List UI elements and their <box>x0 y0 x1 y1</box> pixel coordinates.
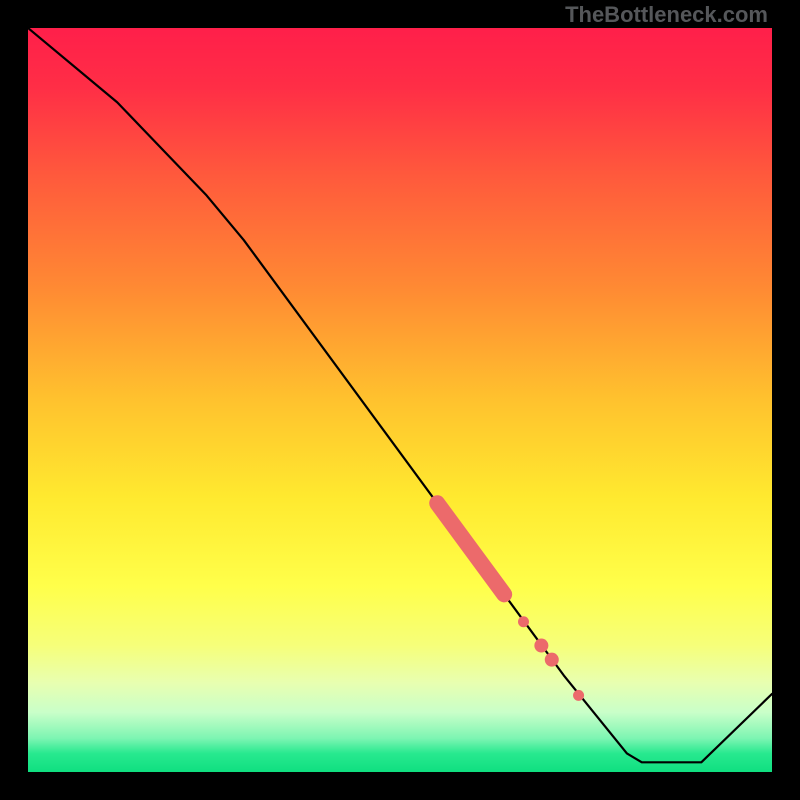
highlight-marker <box>545 653 559 667</box>
highlight-marker <box>534 639 548 653</box>
chart-frame: TheBottleneck.com <box>0 0 800 800</box>
chart-plot-area <box>28 28 772 772</box>
heatmap-gradient <box>28 28 772 772</box>
chart-svg <box>28 28 772 772</box>
watermark-text: TheBottleneck.com <box>565 2 768 28</box>
highlight-marker <box>518 616 529 627</box>
highlight-marker <box>573 690 584 701</box>
